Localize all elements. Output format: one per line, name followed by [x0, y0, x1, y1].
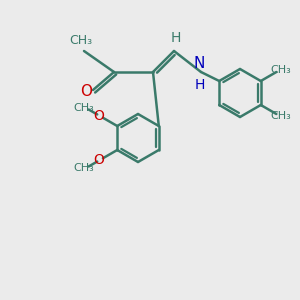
Text: O: O — [94, 109, 104, 123]
Text: CH₃: CH₃ — [74, 163, 94, 173]
Text: O: O — [80, 84, 92, 99]
Text: CH₃: CH₃ — [74, 103, 94, 113]
Text: H: H — [170, 31, 181, 45]
Text: CH₃: CH₃ — [270, 65, 291, 75]
Text: CH₃: CH₃ — [69, 34, 93, 46]
Text: O: O — [94, 153, 104, 167]
Text: N: N — [194, 56, 205, 70]
Text: H: H — [194, 78, 205, 92]
Text: CH₃: CH₃ — [270, 111, 291, 121]
